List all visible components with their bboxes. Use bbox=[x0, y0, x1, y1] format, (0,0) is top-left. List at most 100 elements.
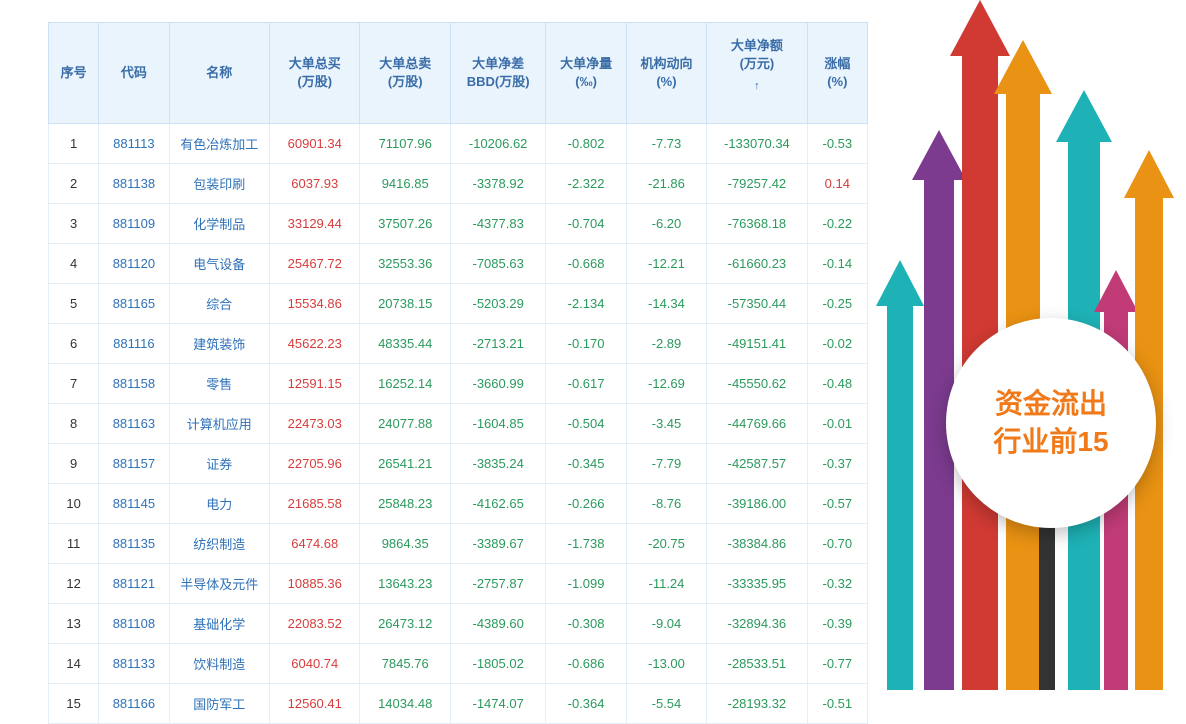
cell-code: 881157 bbox=[99, 443, 169, 483]
cell-buy: 6040.74 bbox=[270, 643, 360, 683]
cell-sell: 7845.76 bbox=[360, 643, 450, 683]
cell-netamt: -38384.86 bbox=[707, 523, 807, 563]
cell-seq: 11 bbox=[49, 523, 99, 563]
cell-name: 计算机应用 bbox=[169, 403, 269, 443]
cell-bbd: -3389.67 bbox=[450, 523, 545, 563]
cell-name: 证券 bbox=[169, 443, 269, 483]
cell-netqty: -2.322 bbox=[546, 163, 626, 203]
cell-buy: 33129.44 bbox=[270, 203, 360, 243]
cell-code: 881165 bbox=[99, 283, 169, 323]
table-row[interactable]: 8881163计算机应用22473.0324077.88-1604.85-0.5… bbox=[49, 403, 868, 443]
cell-code: 881166 bbox=[99, 683, 169, 723]
cell-inst: -7.79 bbox=[626, 443, 706, 483]
cell-netamt: -45550.62 bbox=[707, 363, 807, 403]
table-row[interactable]: 14881133饮料制造6040.747845.76-1805.02-0.686… bbox=[49, 643, 868, 683]
th-sell[interactable]: 大单总卖(万股) bbox=[360, 23, 450, 124]
table-row[interactable]: 7881158零售12591.1516252.14-3660.99-0.617-… bbox=[49, 363, 868, 403]
cell-netamt: -44769.66 bbox=[707, 403, 807, 443]
cell-buy: 21685.58 bbox=[270, 483, 360, 523]
cell-buy: 22705.96 bbox=[270, 443, 360, 483]
cell-name: 零售 bbox=[169, 363, 269, 403]
cell-sell: 16252.14 bbox=[360, 363, 450, 403]
cell-sell: 26541.21 bbox=[360, 443, 450, 483]
cell-netamt: -57350.44 bbox=[707, 283, 807, 323]
cell-netqty: -0.266 bbox=[546, 483, 626, 523]
cell-netqty: -0.668 bbox=[546, 243, 626, 283]
th-inst[interactable]: 机构动向(%) bbox=[626, 23, 706, 124]
cell-buy: 60901.34 bbox=[270, 123, 360, 163]
cell-name: 电气设备 bbox=[169, 243, 269, 283]
table-row[interactable]: 1881113有色冶炼加工60901.3471107.96-10206.62-0… bbox=[49, 123, 868, 163]
cell-inst: -2.89 bbox=[626, 323, 706, 363]
cell-bbd: -10206.62 bbox=[450, 123, 545, 163]
cell-code: 881109 bbox=[99, 203, 169, 243]
cell-bbd: -1604.85 bbox=[450, 403, 545, 443]
th-buy[interactable]: 大单总买(万股) bbox=[270, 23, 360, 124]
cell-netamt: -79257.42 bbox=[707, 163, 807, 203]
cell-code: 881113 bbox=[99, 123, 169, 163]
table-row[interactable]: 12881121半导体及元件10885.3613643.23-2757.87-1… bbox=[49, 563, 868, 603]
table-row[interactable]: 13881108基础化学22083.5226473.12-4389.60-0.3… bbox=[49, 603, 868, 643]
cell-name: 国防军工 bbox=[169, 683, 269, 723]
cell-chg: -0.22 bbox=[807, 203, 867, 243]
cell-inst: -7.73 bbox=[626, 123, 706, 163]
table-row[interactable]: 4881120电气设备25467.7232553.36-7085.63-0.66… bbox=[49, 243, 868, 283]
cell-name: 建筑装饰 bbox=[169, 323, 269, 363]
cell-sell: 48335.44 bbox=[360, 323, 450, 363]
cell-seq: 4 bbox=[49, 243, 99, 283]
th-seq[interactable]: 序号 bbox=[49, 23, 99, 124]
cell-inst: -21.86 bbox=[626, 163, 706, 203]
th-netqty[interactable]: 大单净量(‰) bbox=[546, 23, 626, 124]
cell-netqty: -1.099 bbox=[546, 563, 626, 603]
cell-inst: -12.69 bbox=[626, 363, 706, 403]
th-code[interactable]: 代码 bbox=[99, 23, 169, 124]
th-netamt-label: 大单净额(万元) bbox=[731, 38, 783, 71]
cell-code: 881138 bbox=[99, 163, 169, 203]
table-row[interactable]: 15881166国防军工12560.4114034.48-1474.07-0.3… bbox=[49, 683, 868, 723]
cell-name: 化学制品 bbox=[169, 203, 269, 243]
cell-inst: -8.76 bbox=[626, 483, 706, 523]
th-name[interactable]: 名称 bbox=[169, 23, 269, 124]
data-table-container: 序号 代码 名称 大单总买(万股) 大单总卖(万股) 大单净差BBD(万股) 大… bbox=[48, 22, 868, 724]
cell-name: 电力 bbox=[169, 483, 269, 523]
cell-netqty: -0.686 bbox=[546, 643, 626, 683]
cell-name: 有色冶炼加工 bbox=[169, 123, 269, 163]
table-row[interactable]: 5881165综合15534.8620738.15-5203.29-2.134-… bbox=[49, 283, 868, 323]
title-line2: 行业前15 bbox=[993, 423, 1108, 461]
cell-name: 包装印刷 bbox=[169, 163, 269, 203]
cell-netqty: -2.134 bbox=[546, 283, 626, 323]
table-row[interactable]: 2881138包装印刷6037.939416.85-3378.92-2.322-… bbox=[49, 163, 868, 203]
cell-code: 881135 bbox=[99, 523, 169, 563]
cell-code: 881163 bbox=[99, 403, 169, 443]
cell-name: 饮料制造 bbox=[169, 643, 269, 683]
table-row[interactable]: 6881116建筑装饰45622.2348335.44-2713.21-0.17… bbox=[49, 323, 868, 363]
table-row[interactable]: 3881109化学制品33129.4437507.26-4377.83-0.70… bbox=[49, 203, 868, 243]
cell-bbd: -4377.83 bbox=[450, 203, 545, 243]
cell-sell: 71107.96 bbox=[360, 123, 450, 163]
th-chg[interactable]: 涨幅(%) bbox=[807, 23, 867, 124]
cell-code: 881116 bbox=[99, 323, 169, 363]
th-netamt[interactable]: 大单净额(万元) ↑ bbox=[707, 23, 807, 124]
table-row[interactable]: 11881135纺织制造6474.689864.35-3389.67-1.738… bbox=[49, 523, 868, 563]
cell-name: 纺织制造 bbox=[169, 523, 269, 563]
cell-name: 基础化学 bbox=[169, 603, 269, 643]
table-row[interactable]: 10881145电力21685.5825848.23-4162.65-0.266… bbox=[49, 483, 868, 523]
arrows-infographic: 资金流出 行业前15 bbox=[876, 0, 1186, 690]
cell-inst: -5.54 bbox=[626, 683, 706, 723]
cell-netamt: -33335.95 bbox=[707, 563, 807, 603]
cell-code: 881158 bbox=[99, 363, 169, 403]
cell-inst: -12.21 bbox=[626, 243, 706, 283]
cell-sell: 24077.88 bbox=[360, 403, 450, 443]
table-row[interactable]: 9881157证券22705.9626541.21-3835.24-0.345-… bbox=[49, 443, 868, 483]
cell-netamt: -61660.23 bbox=[707, 243, 807, 283]
cell-bbd: -1474.07 bbox=[450, 683, 545, 723]
cell-chg: 0.14 bbox=[807, 163, 867, 203]
th-bbd[interactable]: 大单净差BBD(万股) bbox=[450, 23, 545, 124]
cell-chg: -0.32 bbox=[807, 563, 867, 603]
cell-seq: 12 bbox=[49, 563, 99, 603]
cell-code: 881145 bbox=[99, 483, 169, 523]
cell-chg: -0.01 bbox=[807, 403, 867, 443]
cell-chg: -0.02 bbox=[807, 323, 867, 363]
cell-seq: 10 bbox=[49, 483, 99, 523]
cell-bbd: -4162.65 bbox=[450, 483, 545, 523]
